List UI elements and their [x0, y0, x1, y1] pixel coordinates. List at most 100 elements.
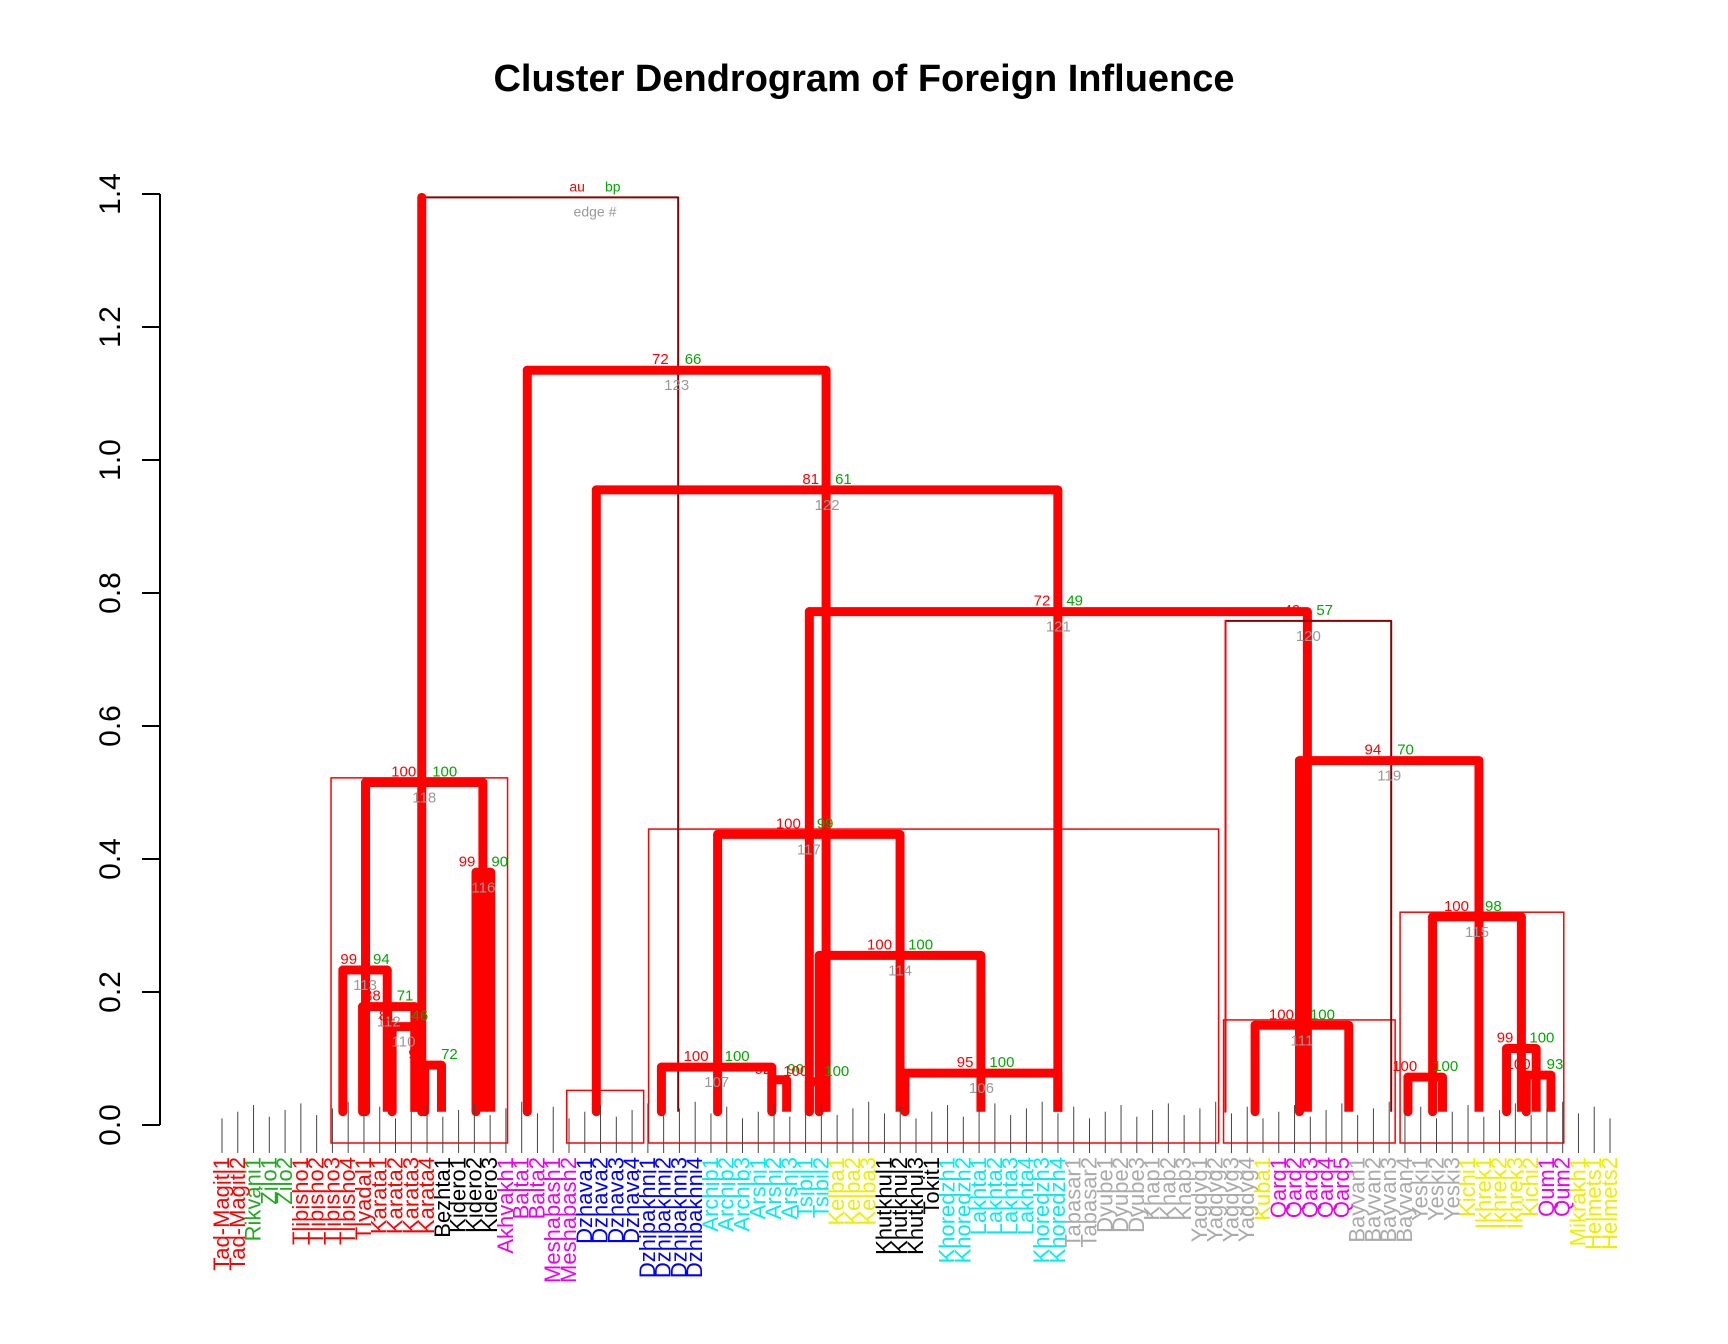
- leaf-label: Yagdyg3: [1218, 1157, 1243, 1242]
- edge-number: 121: [1046, 619, 1071, 636]
- leaf-label: Lakhta2: [982, 1157, 1007, 1235]
- au-value: 100: [1392, 1058, 1417, 1075]
- leaf-label: Kuba1: [1250, 1157, 1275, 1221]
- edge-number: 106: [969, 1080, 994, 1097]
- leaf-label: Bayvan1: [1345, 1157, 1370, 1243]
- leaf-label: Tabasar1: [1061, 1157, 1086, 1248]
- bp-value: 100: [989, 1054, 1014, 1071]
- leaf-label: Mikrakh1: [1565, 1157, 1590, 1246]
- au-value: 100: [1506, 1056, 1531, 1073]
- leaf-label: Meshabash1: [540, 1157, 565, 1283]
- au-value: 72: [652, 351, 669, 368]
- leaf-label: Tsibil1: [793, 1157, 818, 1218]
- leaf-label: Tlibisho3: [319, 1157, 344, 1245]
- au-value: 88: [364, 988, 381, 1005]
- cluster-box: [565, 1089, 645, 1144]
- edge-number: 117: [797, 841, 821, 858]
- bp-value: 71: [397, 988, 414, 1005]
- leaf-label: Yeski3: [1439, 1157, 1464, 1221]
- legend-au: au: [569, 178, 585, 194]
- y-tick-label: 0.6: [94, 705, 127, 747]
- leaf-label: Yagdyg2: [1203, 1157, 1228, 1242]
- au-value: 99: [1497, 1030, 1514, 1047]
- leaf-label: Tlibisho2: [304, 1157, 329, 1245]
- leaf-label: Qarq4: [1313, 1157, 1338, 1218]
- leaf-label: Dyube2: [1108, 1157, 1133, 1233]
- au-value: 100: [867, 936, 892, 953]
- leaf-label: Khoredzh4: [1045, 1157, 1070, 1263]
- y-tick-label: 1.4: [94, 173, 127, 215]
- chart-title: Cluster Dendrogram of Foreign Influence: [493, 58, 1235, 100]
- bp-value: 100: [1433, 1058, 1458, 1075]
- leaf-label: Ikhrek1: [1471, 1157, 1496, 1229]
- leaf-label: Karata1: [367, 1157, 392, 1234]
- au-value: 81: [379, 1008, 396, 1025]
- leaf-label: Tad-Magitl2: [225, 1157, 250, 1271]
- leaf-label: Khoredzh1: [935, 1157, 960, 1263]
- edge-number: 112: [377, 1014, 401, 1031]
- leaf-label: Khap3: [1171, 1157, 1196, 1221]
- au-value: 100: [1269, 1006, 1294, 1023]
- bp-value: 100: [432, 764, 457, 781]
- leaf-label: Kidero3: [477, 1157, 502, 1233]
- au-value: 99: [340, 951, 357, 968]
- bp-value: 98: [1485, 898, 1502, 915]
- bp-value: 57: [1316, 602, 1333, 619]
- bp-value: 100: [824, 1063, 849, 1080]
- leaf-label: Helmets2: [1597, 1157, 1622, 1250]
- leaf-label: Kelba1: [824, 1157, 849, 1226]
- leaf-branches: [221, 1101, 1611, 1153]
- leaf-label: Arshi3: [777, 1157, 802, 1219]
- bp-value: 70: [1397, 742, 1414, 759]
- bp-value: 61: [835, 471, 852, 488]
- leaf-label: Karata3: [398, 1157, 423, 1234]
- leaf-label: Kichi1: [1455, 1157, 1480, 1217]
- legend-bp: bp: [605, 178, 621, 194]
- y-tick-label: 0.4: [94, 838, 127, 880]
- leaf-label: Zilo1: [256, 1157, 281, 1205]
- leaf-label: Karata4: [414, 1157, 439, 1234]
- bp-value: 66: [685, 351, 702, 368]
- leaf-label: Tabasar2: [1077, 1157, 1102, 1248]
- au-value: 100: [783, 1063, 808, 1080]
- y-tick-label: 1.0: [94, 439, 127, 481]
- au-value: 99: [408, 1046, 425, 1063]
- leaf-label: Helmets1: [1581, 1157, 1606, 1250]
- leaf-label: Qum1: [1534, 1157, 1559, 1217]
- au-value: 72: [1034, 593, 1051, 610]
- bp-value: 99: [817, 815, 834, 832]
- leaf-label: Qarq2: [1282, 1157, 1307, 1218]
- leaf-label: Arshi1: [745, 1157, 770, 1219]
- y-tick-label: 1.2: [94, 306, 127, 348]
- leaf-label: Yeski1: [1408, 1157, 1433, 1221]
- bp-value: 90: [787, 1061, 804, 1078]
- edge-number: 119: [1377, 768, 1401, 785]
- leaf-label: Dzhibakhni4: [682, 1157, 707, 1278]
- y-tick-label: 0.0: [94, 1104, 127, 1146]
- bp-value: 94: [373, 951, 390, 968]
- leaf-label: Balta1: [509, 1157, 534, 1219]
- merge-labels: 72 66 123 81 61 122 72 49 121 49 57 120 94 70 119 100 10…: [340, 178, 1563, 1097]
- edge-number: 122: [815, 497, 840, 514]
- leaf-labels: Tad-Magitl1Tad-Magitl2Rikvani1Zilo1Zilo2…: [209, 1157, 1622, 1283]
- leaf-label: Tad-Magitl1: [209, 1157, 234, 1271]
- edge-number: 116: [471, 879, 495, 896]
- leaf-label: Archib1: [698, 1157, 723, 1232]
- leaf-label: Yagdyg1: [1187, 1157, 1212, 1242]
- leaf-label: Zilo2: [272, 1157, 297, 1205]
- y-tick-label: 0.8: [94, 572, 127, 614]
- leaf-label: Qum2: [1550, 1157, 1575, 1217]
- leaf-label: Arshi2: [761, 1157, 786, 1219]
- leaf-label: Bayvan2: [1360, 1157, 1385, 1243]
- leaf-label: Archib2: [714, 1157, 739, 1232]
- au-value: 100: [684, 1048, 709, 1065]
- leaf-label: Khap2: [1155, 1157, 1180, 1221]
- leaf-label: Khap1: [1140, 1157, 1165, 1221]
- edge-number: 120: [1296, 628, 1321, 645]
- y-axis: 0.0 0.2 0.4 0.6 0.8 1.0 1.2 1.4: [94, 173, 161, 1146]
- leaf-label: Kidero1: [446, 1157, 471, 1233]
- leaf-label: Meshabash2: [556, 1157, 581, 1283]
- leaf-label: Tsibil2: [808, 1157, 833, 1218]
- leaf-label: Dzhibakhni1: [635, 1157, 660, 1278]
- edge-number: 123: [664, 377, 689, 394]
